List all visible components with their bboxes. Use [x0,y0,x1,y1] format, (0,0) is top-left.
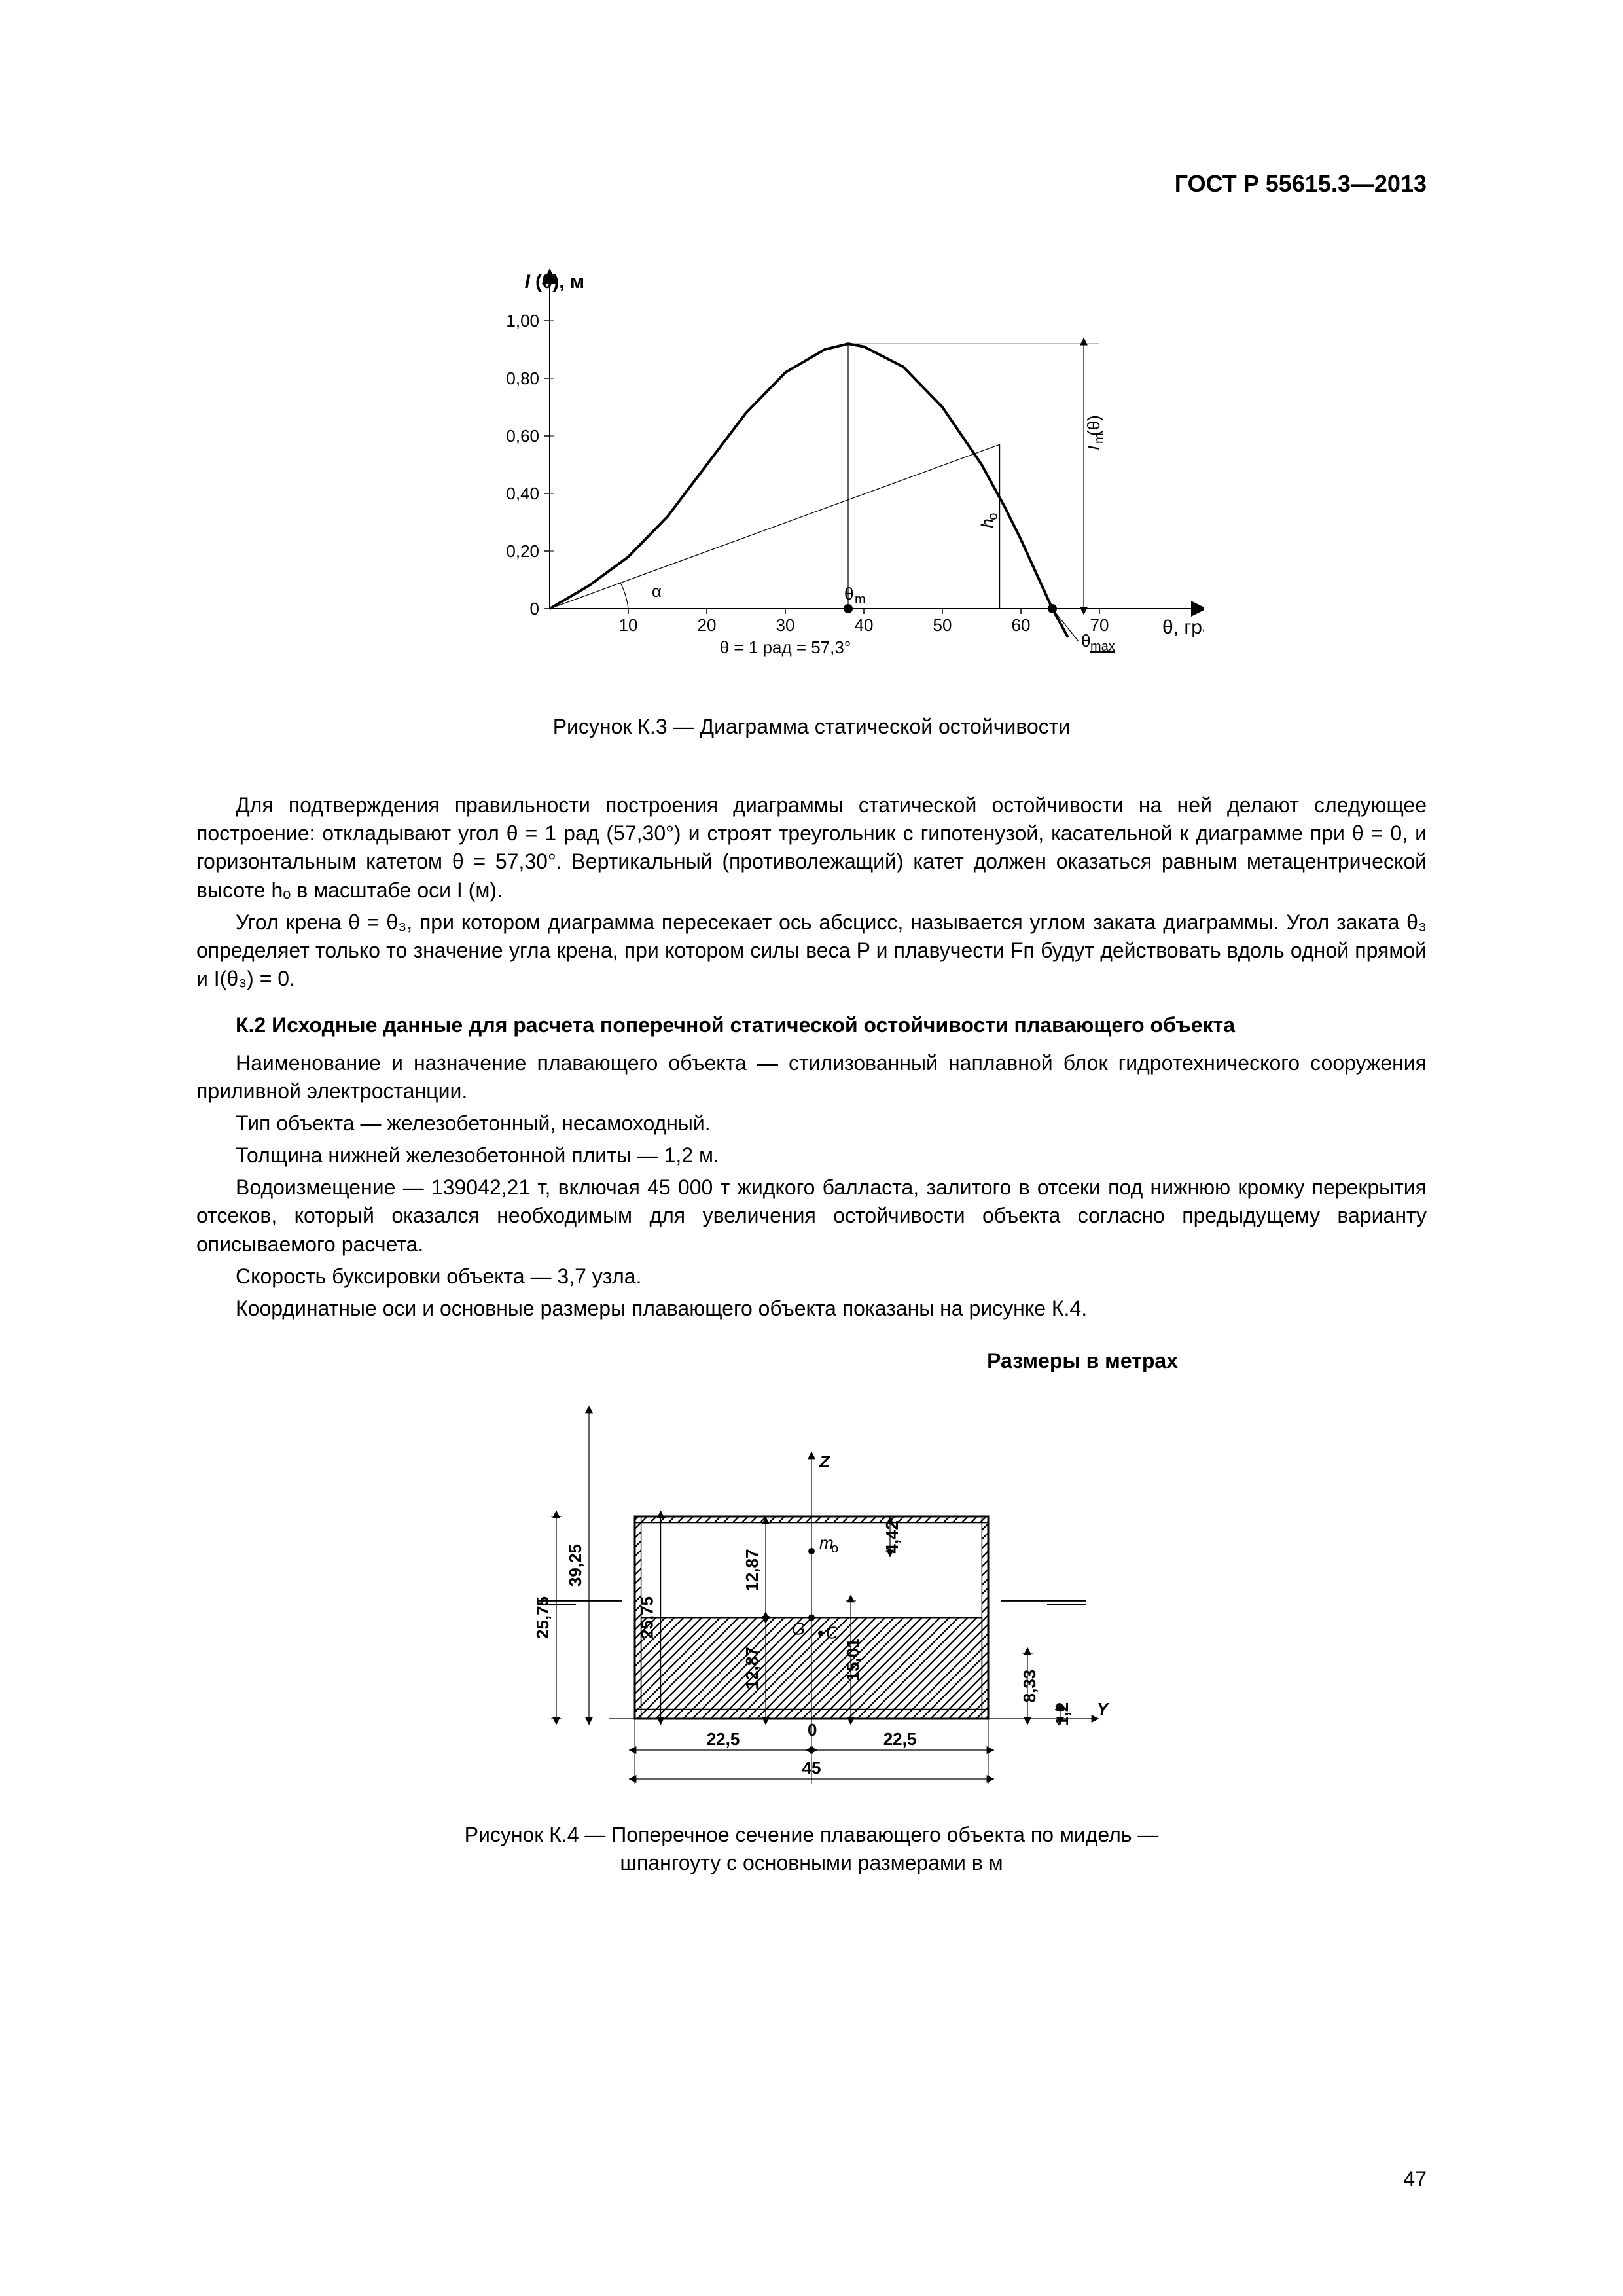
svg-text:70: 70 [1090,615,1109,635]
para-8: Координатные оси и основные размеры плав… [196,1295,1427,1323]
para-2: Угол крена θ = θ₃, при котором диаграмма… [196,908,1427,994]
svg-text:0: 0 [808,1720,817,1740]
svg-text:40: 40 [855,615,874,635]
svg-text:0,60: 0,60 [506,426,539,446]
svg-text:I: I [525,271,531,293]
svg-text:m: m [855,592,866,607]
svg-text:max: max [1090,639,1115,654]
svg-text:0,80: 0,80 [506,368,539,388]
figure-k4-size-label: Размеры в метрах [196,1349,1427,1373]
para-3: Наименование и назначение плавающего объ… [196,1049,1427,1105]
svg-text:1,2: 1,2 [1052,1702,1072,1726]
svg-text:θ, град: θ, град [1162,617,1204,638]
svg-text:o: o [831,1541,838,1556]
svg-text:0: 0 [530,599,539,619]
svg-text:12,87: 12,87 [742,1647,762,1689]
page-number: 47 [1403,2167,1427,2191]
svg-text:1,00: 1,00 [506,311,539,331]
svg-text:25,75: 25,75 [637,1596,657,1639]
para-1: Для подтверждения правильности построени… [196,791,1427,905]
para-5: Толщина нижней железобетонной плиты — 1,… [196,1141,1427,1170]
para-6: Водоизмещение — 139042,21 т, включая 45 … [196,1174,1427,1259]
svg-text:(θ): (θ) [1084,415,1103,436]
svg-text:θ: θ [1081,631,1090,651]
figure-k4-caption: Рисунок К.4 — Поперечное сечение плавающ… [196,1821,1427,1877]
svg-text:25,75: 25,75 [533,1596,552,1639]
svg-text:60: 60 [1012,615,1031,635]
svg-text:0,40: 0,40 [506,484,539,503]
para-4: Тип объекта — железобетонный, несамоходн… [196,1109,1427,1138]
svg-text:22,5: 22,5 [883,1729,917,1749]
svg-text:15,01: 15,01 [843,1639,863,1681]
svg-text:0,20: 0,20 [506,541,539,561]
svg-text:Z: Z [819,1452,830,1471]
svg-text:θ = 1 рад = 57,3°: θ = 1 рад = 57,3° [720,637,851,657]
svg-text:10: 10 [619,615,638,635]
svg-text:8,33: 8,33 [1020,1670,1039,1703]
svg-text:20: 20 [698,615,717,635]
svg-text:12,87: 12,87 [742,1549,762,1592]
para-7: Скорость буксировки объекта — 3,7 узла. [196,1263,1427,1291]
svg-text:4,42: 4,42 [882,1520,902,1554]
svg-text:C: C [826,1623,838,1643]
svg-text:G: G [792,1619,805,1639]
body-text: Для подтверждения правильности построени… [196,791,1427,1323]
svg-text:(θ), м: (θ), м [535,271,584,293]
doc-code: ГОСТ Р 55615.3—2013 [1175,170,1427,198]
figure-k3: I(θ), мθ, град00,200,400,600,801,0010203… [196,262,1427,694]
svg-text:30: 30 [776,615,795,635]
section-k2-heading: К.2 Исходные данные для расчета поперечн… [196,1011,1427,1039]
svg-text:50: 50 [933,615,952,635]
figure-k3-caption: Рисунок К.3 — Диаграмма статической осто… [196,715,1427,739]
svg-text:o: o [986,513,1001,520]
svg-text:Y: Y [1097,1699,1110,1719]
svg-text:22,5: 22,5 [707,1729,740,1749]
svg-text:I: I [1084,446,1103,450]
figure-k4: ZYmoGC025,7539,2525,7512,8712,874,4215,0… [196,1378,1427,1797]
svg-text:39,25: 39,25 [565,1544,585,1587]
svg-text:α: α [652,581,662,601]
svg-text:θ: θ [844,584,853,603]
